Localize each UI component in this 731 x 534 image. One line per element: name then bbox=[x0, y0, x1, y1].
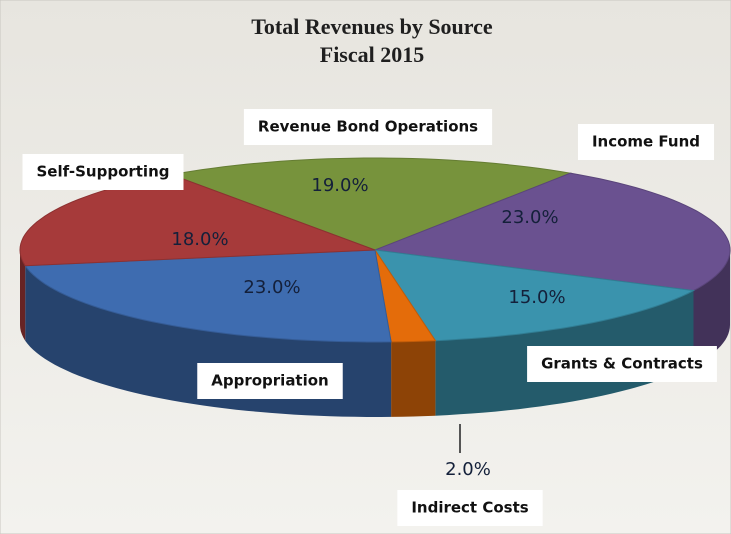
category-label: Grants & Contracts bbox=[541, 355, 703, 373]
slice-side bbox=[693, 250, 730, 366]
chart-subtitle: Fiscal 2015 bbox=[320, 42, 425, 67]
value-label: 23.0% bbox=[501, 207, 558, 228]
label-box bbox=[243, 109, 493, 145]
value-label: 18.0% bbox=[171, 229, 228, 250]
slice bbox=[24, 249, 392, 343]
category-label: Income Fund bbox=[592, 133, 700, 151]
value-label: 19.0% bbox=[311, 175, 368, 196]
slice bbox=[373, 249, 696, 342]
label-box bbox=[527, 346, 717, 382]
category-label: Indirect Costs bbox=[411, 499, 528, 517]
label-box bbox=[577, 124, 715, 160]
slice-side bbox=[391, 340, 436, 417]
category-label: Revenue Bond Operations bbox=[258, 118, 478, 136]
value-label: 23.0% bbox=[243, 277, 300, 298]
slice bbox=[169, 157, 573, 251]
value-label: 15.0% bbox=[508, 287, 565, 308]
slice-side bbox=[20, 250, 26, 341]
value-label: 2.0% bbox=[445, 459, 491, 480]
label-box bbox=[22, 154, 184, 190]
category-label: Self-Supporting bbox=[37, 163, 170, 181]
chart-title: Total Revenues by Source bbox=[251, 14, 493, 39]
label-box bbox=[197, 363, 343, 399]
label-box bbox=[397, 490, 543, 526]
category-label: Appropriation bbox=[211, 372, 328, 390]
labels: Revenue Bond Operations 19.0% Income Fund 2… bbox=[22, 109, 717, 526]
